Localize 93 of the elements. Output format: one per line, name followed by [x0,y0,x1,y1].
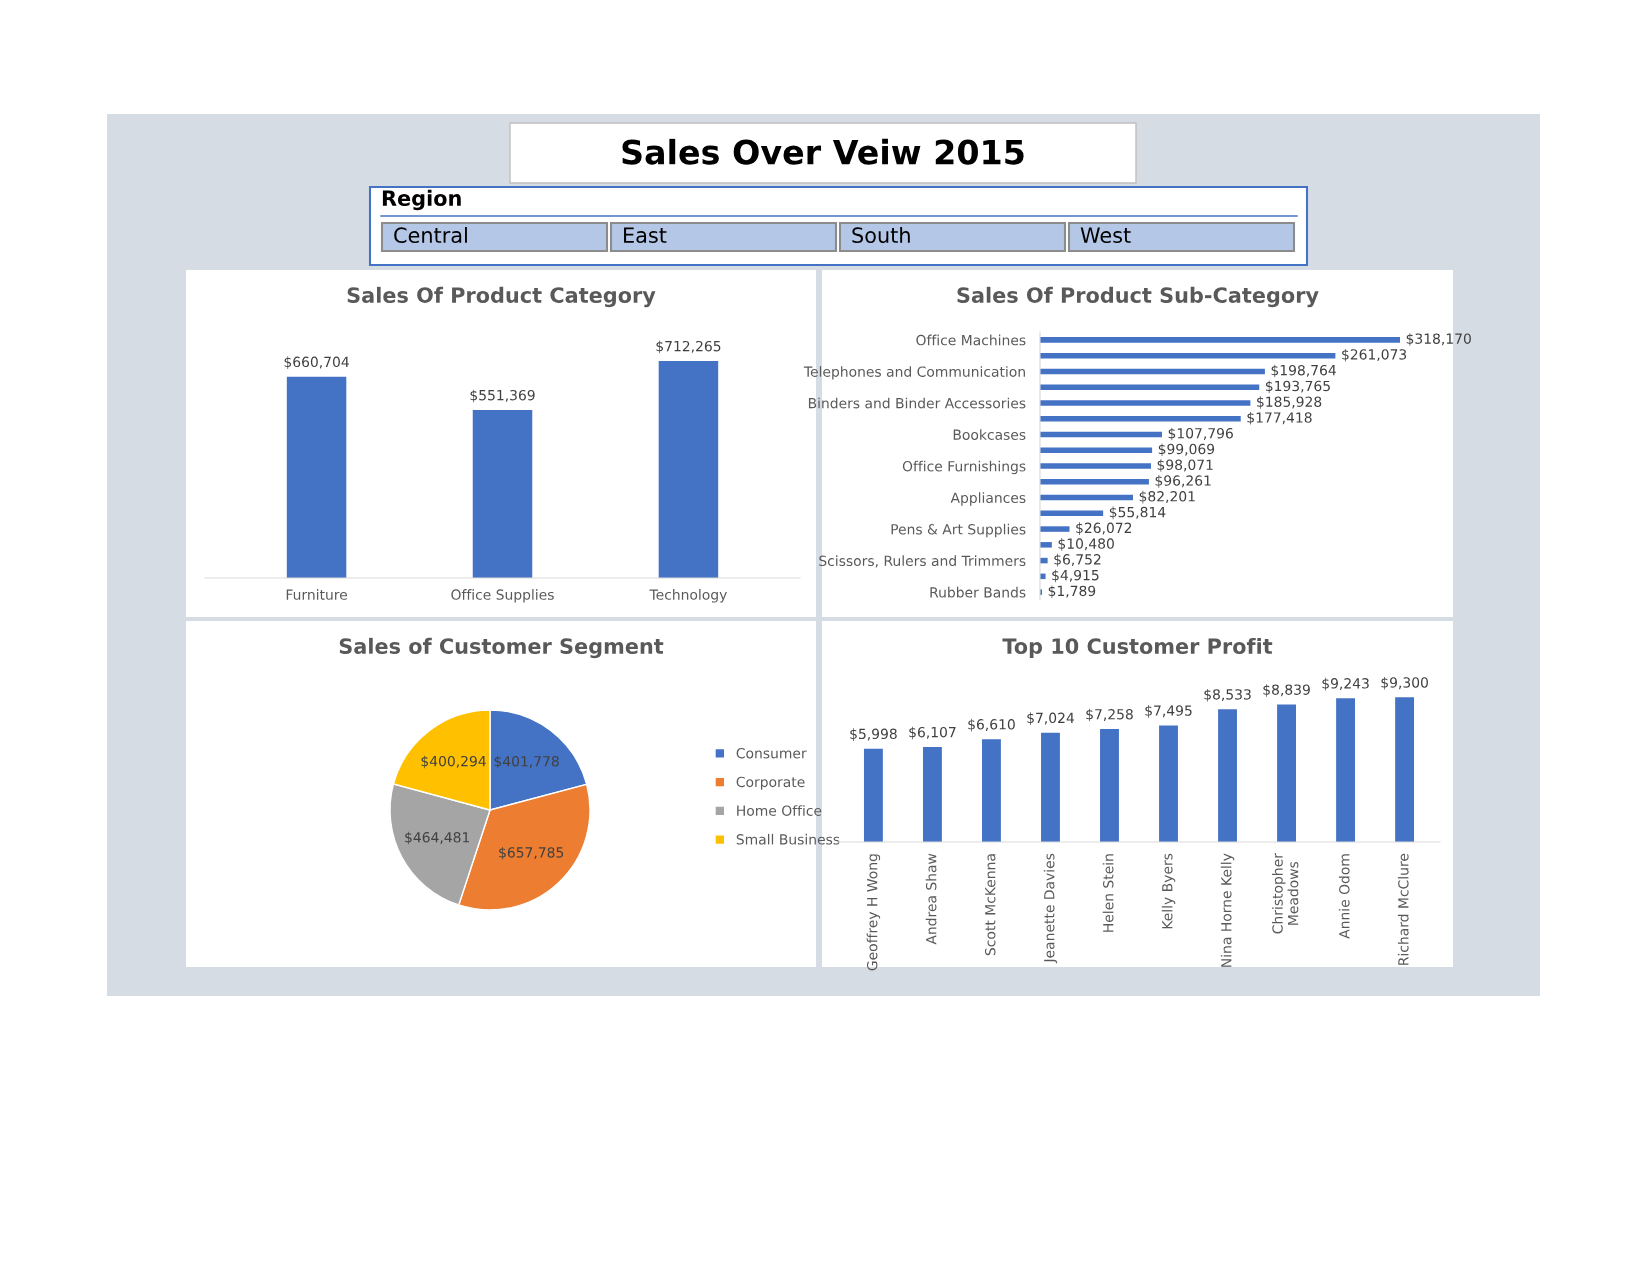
data-label: $401,778 [494,755,559,769]
text: South [852,226,910,244]
x-tick-label: Christopher Meadows [1272,853,1299,934]
data-label: $9,300 [1381,676,1428,690]
data-label: $107,796 [1168,427,1233,441]
bar [1040,431,1162,438]
data-label: $198,764 [1271,364,1336,378]
bar [1218,709,1237,842]
bar [982,739,1001,842]
data-label: $55,814 [1109,506,1166,520]
x-tick-label: Annie Odom [1338,854,1350,939]
legend-label: Consumer [736,747,807,759]
bar [1040,463,1151,469]
chart-title: Top 10 Customer Profit [1002,637,1273,659]
data-label: $177,418 [1247,411,1312,425]
legend-label: Home Office [737,805,822,816]
y-tick-label: Bookcases [953,429,1026,440]
data-label: $400,294 [421,755,486,769]
data-label: $660,704 [284,356,349,369]
text: Central [394,226,467,244]
chart-title: Sales Of Product Category [347,286,656,308]
bar [922,747,942,842]
text: Region [382,189,461,211]
y-tick-label: Scissors, Rulers and Trimmers [819,555,1026,568]
x-tick-label: Andrea Shaw [925,853,937,945]
data-label: $7,495 [1145,705,1192,718]
y-tick-label: Binders and Binder Accessories [808,397,1026,409]
data-label: $318,170 [1406,333,1471,346]
bar [1040,542,1052,548]
bar [1040,400,1251,406]
bar [1040,384,1260,390]
bar [863,748,883,842]
legend-label: Small Business [736,833,840,845]
bar [1040,337,1400,343]
data-label: $98,071 [1157,459,1213,472]
x-tick-label: Scott McKenna [984,854,996,956]
data-label: $7,258 [1086,708,1133,722]
data-label: $26,072 [1076,522,1132,535]
x-tick-label: Technology [649,589,727,603]
bar [1040,368,1265,375]
x-tick-label: Geoffrey H Wong [866,854,881,971]
legend-label: Corporate [736,776,805,790]
y-tick-label: Rubber Bands [930,586,1026,598]
bar [1040,526,1070,532]
data-label: $8,533 [1204,688,1251,702]
text: Sales Over Veiw 2015 [622,138,1024,165]
data-label: $261,073 [1342,348,1407,362]
data-label: $6,610 [968,718,1015,732]
data-label: $4,915 [1052,569,1099,583]
bar [1277,704,1296,842]
y-tick-label: Appliances [950,492,1026,506]
data-label: $464,481 [405,831,470,845]
data-label: $5,998 [850,728,897,741]
bar [1040,447,1153,453]
data-label: $6,107 [909,726,956,740]
text: East [624,227,667,244]
data-label: $10,480 [1058,538,1114,551]
bar [1395,697,1415,842]
data-label: $6,752 [1054,553,1101,567]
data-label: $8,839 [1263,684,1310,697]
data-label: $7,024 [1027,712,1074,725]
bar [1040,352,1336,359]
chart-title: Sales of Customer Segment [339,637,664,659]
bar [1040,494,1134,501]
text: West [1080,227,1131,244]
bar [1159,725,1178,842]
bar [1336,698,1356,842]
data-label: $9,243 [1322,677,1369,691]
data-label: $1,789 [1048,585,1096,598]
bar [1100,729,1119,842]
y-tick-label: Office Furnishings [902,460,1026,475]
data-label: $193,765 [1265,380,1330,394]
bar [1040,415,1241,422]
y-tick-label: Telephones and Communication [803,366,1025,380]
data-label: $551,369 [470,389,535,403]
data-label: $185,928 [1257,396,1322,409]
y-tick-label: Pens & Art Supplies [891,523,1026,538]
x-tick-label: Furniture [286,589,347,600]
y-tick-label: Office Machines [916,334,1026,346]
x-tick-label: Richard McClure [1397,853,1409,965]
x-tick-label: Nina Horne Kelly [1220,853,1235,967]
data-label: $96,261 [1155,475,1211,488]
bar [1040,479,1149,485]
x-tick-label: Jeanette Davies [1043,853,1058,964]
bar [1041,732,1060,842]
chart-title: Sales Of Product Sub-Category [957,286,1319,308]
data-label: $99,069 [1158,443,1215,457]
data-label: $712,265 [656,340,721,354]
x-tick-label: Kelly Byers [1161,853,1176,929]
data-label: $82,201 [1139,490,1195,504]
x-tick-label: Helen Stein [1102,854,1114,932]
x-tick-label: Office Supplies [451,589,554,603]
data-label: $657,785 [499,846,564,860]
